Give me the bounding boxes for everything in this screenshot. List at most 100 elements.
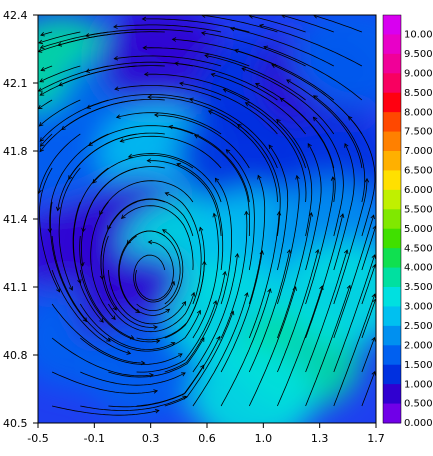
streamline-arrowhead [319,285,324,290]
streamline-arrowhead [115,114,121,119]
streamline-arrowhead [154,409,160,414]
streamline [86,93,194,109]
streamline [38,99,53,110]
colorbar-swatch [383,345,401,366]
streamline [230,27,334,67]
streamline-arrowhead [276,210,282,216]
streamline-arrowhead [155,339,161,344]
streamline-arrowhead [55,206,61,212]
streamline-arrowhead [315,248,320,254]
colorbar-swatch [383,228,401,249]
streamline-arrowhead [286,79,291,84]
streamline [99,180,194,215]
streamline-arrowhead [40,67,46,72]
streamline [79,235,134,339]
streamline [277,212,312,339]
colorbar-label: 2.000 [404,340,433,351]
streamline [50,201,88,322]
streamline-arrowhead [286,249,292,254]
colorbar-swatch [383,267,401,288]
colorbar-swatch [383,73,401,94]
streamline-arrowhead [47,228,53,234]
streamline [39,65,81,83]
streamline-arrowhead [135,308,141,313]
streamline [277,249,319,373]
streamline [121,205,194,271]
streamline [40,133,53,147]
streamline-arrowhead [230,26,235,32]
streamline-arrowhead [312,116,318,122]
streamline-arrowhead [126,350,132,355]
streamline-arrowhead [39,137,45,142]
streamline-arrowhead [164,192,170,197]
streamline [80,337,183,365]
streamline [108,310,201,352]
streamline [259,24,363,67]
streamline-arrowhead [114,86,120,91]
streamline-arrowhead [107,225,112,231]
streamline-arrowhead [178,353,183,358]
streamline-arrowhead [146,158,152,163]
plot-area [37,14,377,424]
y-tick-label: 42.4 [3,9,28,22]
streamline-arrowhead [38,87,43,92]
streamline [51,235,111,342]
streamline [255,83,335,169]
streamline [248,286,297,407]
colorbar-label: 8.000 [404,107,433,118]
colorbar-label: 4.500 [404,243,433,254]
streamline [169,126,250,203]
colorbar-label: 0.000 [404,418,433,429]
streamline-arrowhead [174,61,179,66]
streamline [223,88,306,169]
streamline-arrowhead [216,335,221,341]
streamline-arrowhead [80,262,85,267]
colorbar-swatch [383,53,401,74]
streamline [277,285,323,407]
streamline-arrowhead [212,212,217,218]
streamline [40,65,53,71]
streamline [361,371,376,407]
colorbar-swatch [383,189,401,210]
streamline-arrowhead [276,118,281,124]
streamline-arrowhead [113,55,119,61]
streamline [248,175,266,305]
streamline [114,55,222,67]
streamline [245,102,307,203]
colorbar-label: 0.500 [404,399,433,410]
streamline [164,227,205,339]
streamline-arrowhead [271,63,276,69]
streamline-arrowhead [119,138,125,143]
streamline-arrowhead [371,370,376,376]
streamline [80,395,187,411]
streamline-arrowhead [188,97,194,102]
streamline [85,29,193,37]
streamline-arrowhead [81,227,86,233]
colorbar-label: 1.000 [404,379,433,390]
streamline [154,114,250,169]
streamline [88,125,194,146]
streamline-arrowhead [268,144,273,150]
streamline [135,241,174,301]
streamline [333,215,375,339]
y-axis: 42.4 42.1 41.8 41.4 41.1 40.8 40.5 [3,9,38,430]
streamline [58,167,81,291]
colorbar-swatch [383,287,401,307]
colorbar-label: 3.500 [404,282,433,293]
streamline [234,49,335,101]
colorbar-label: 7.000 [404,146,433,157]
streamline-arrowhead [84,33,90,38]
streamline [61,99,165,130]
streamline-arrowhead [222,270,227,276]
streamline-arrowhead [143,71,149,77]
x-tick-label: 0.6 [198,432,216,445]
streamline [208,110,278,203]
streamline [305,176,334,305]
streamline [361,264,376,305]
streamline [114,85,222,101]
streamline [38,133,81,194]
streamline-arrowhead [371,293,376,299]
streamline [73,167,109,284]
colorbar-swatch [383,112,401,133]
streamlines [38,15,376,416]
